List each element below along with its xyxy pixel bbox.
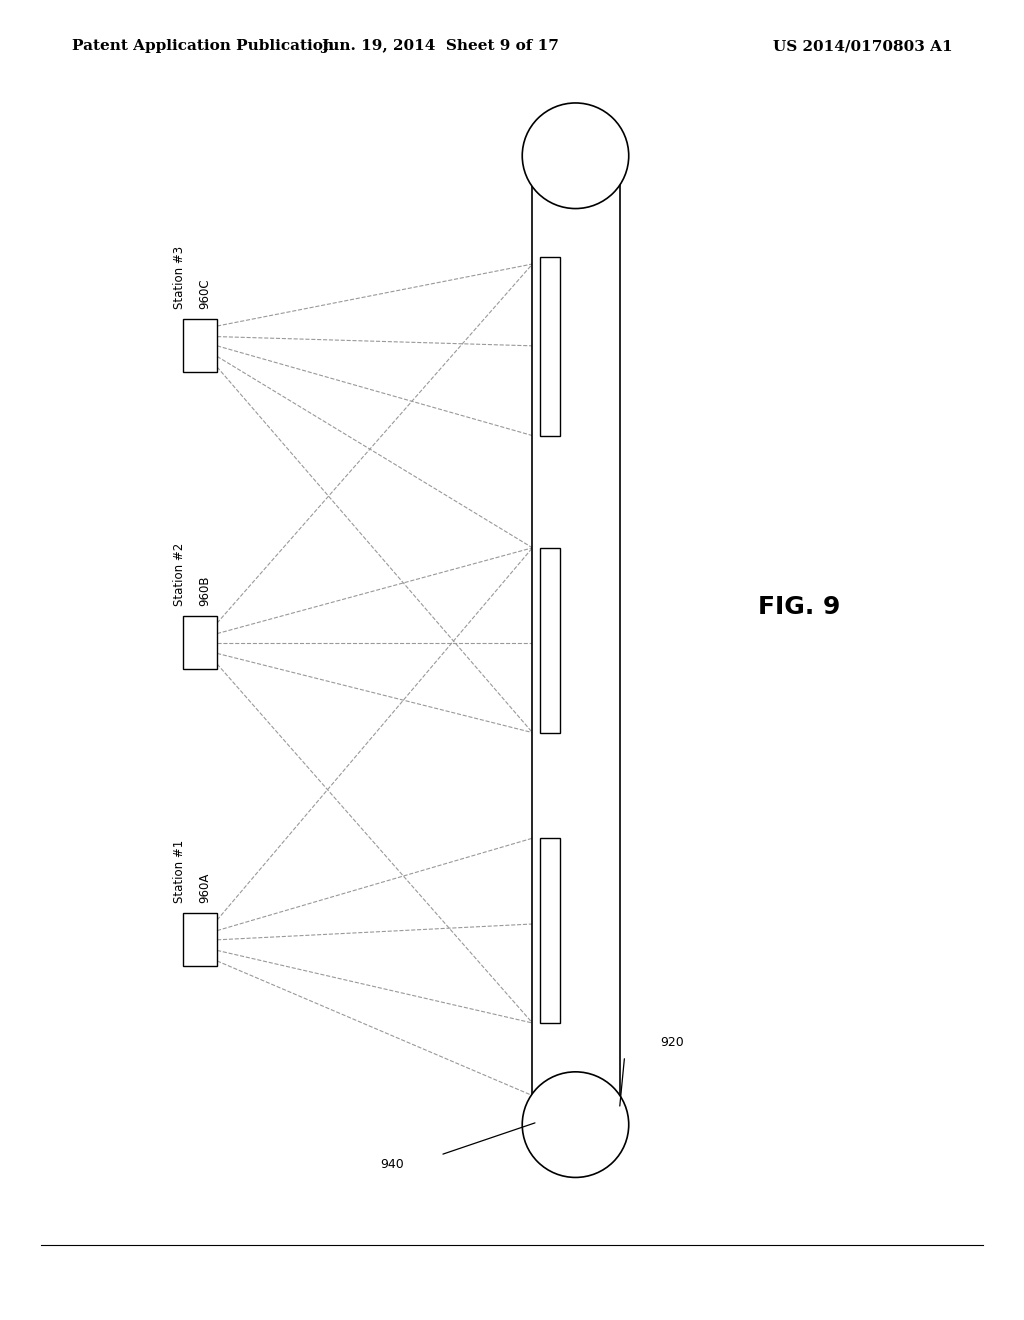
Text: 960A: 960A (199, 873, 211, 903)
Bar (540, 257, 560, 436)
Text: US 2014/0170803 A1: US 2014/0170803 A1 (773, 40, 952, 53)
Ellipse shape (522, 1072, 629, 1177)
Text: FIG. 9: FIG. 9 (758, 595, 840, 619)
Text: 960B: 960B (199, 576, 211, 606)
Bar (540, 548, 560, 733)
Bar (182, 913, 217, 966)
Text: Jun. 19, 2014  Sheet 9 of 17: Jun. 19, 2014 Sheet 9 of 17 (322, 40, 559, 53)
Ellipse shape (522, 103, 629, 209)
Text: Station #3: Station #3 (173, 246, 185, 309)
Text: 920: 920 (660, 1036, 684, 1049)
Text: 960C: 960C (199, 279, 211, 309)
Bar (540, 838, 560, 1023)
Text: 940: 940 (381, 1158, 404, 1171)
Text: Station #2: Station #2 (173, 543, 185, 606)
Bar (532, 139, 620, 1142)
Bar (182, 616, 217, 669)
Text: Station #1: Station #1 (173, 840, 185, 903)
Text: Patent Application Publication: Patent Application Publication (72, 40, 334, 53)
Bar (182, 319, 217, 372)
